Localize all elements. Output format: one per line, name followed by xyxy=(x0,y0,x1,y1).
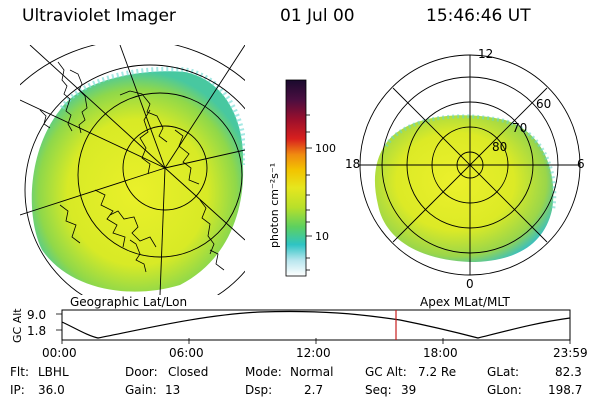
timeline-xtick-2359: 23:59 xyxy=(553,346,588,360)
altitude-timeline xyxy=(56,309,571,344)
colorbar-tick-10: 10 xyxy=(315,230,329,243)
auroral-oval xyxy=(374,115,554,262)
timeline-xtick-0600: 06:00 xyxy=(169,346,204,360)
geographic-map xyxy=(20,45,245,295)
timeline-xtick-1200: 12:00 xyxy=(296,346,331,360)
status-flt-value: LBHL xyxy=(38,365,69,379)
mlt-label-0: 0 xyxy=(466,277,474,291)
lat-label-70: 70 xyxy=(512,121,528,135)
status-flt-label: Flt: xyxy=(10,365,29,379)
coastlines xyxy=(39,61,225,273)
lat-label-60: 60 xyxy=(536,97,552,111)
status-glon-value: 198.7 xyxy=(548,383,583,397)
status-gcalt-label: GC Alt: xyxy=(365,365,407,379)
status-gain-label: Gain: xyxy=(125,383,157,397)
status-mode-label: Mode: xyxy=(245,365,282,379)
status-gcalt-value: 7.2 Re xyxy=(418,365,457,379)
lat-label-80: 80 xyxy=(492,140,508,154)
status-door-label: Door: xyxy=(125,365,158,379)
status-glat-value: 82.3 xyxy=(555,365,582,379)
mlt-label-12: 12 xyxy=(478,47,494,61)
status-ip-label: IP: xyxy=(10,383,25,397)
status-glon-label: GLon: xyxy=(487,383,522,397)
status-glat-label: GLat: xyxy=(487,365,520,379)
status-door-value: Closed xyxy=(168,365,209,379)
time-readout: 15:46:46 UT xyxy=(426,6,531,26)
left-map-caption: Geographic Lat/Lon xyxy=(70,295,188,309)
timeline-xtick-0000: 00:00 xyxy=(42,346,77,360)
timeline-ylabel: GC Alt xyxy=(11,308,24,343)
date-readout: 01 Jul 00 xyxy=(280,6,355,26)
status-gain-value: 13 xyxy=(165,383,181,397)
app-title: Ultraviolet Imager xyxy=(22,6,176,26)
status-dsp-label: Dsp: xyxy=(245,383,273,397)
polar-map xyxy=(359,54,581,276)
mlt-label-6: 6 xyxy=(577,157,585,171)
timeline-xtick-1800: 18:00 xyxy=(423,346,458,360)
mlt-label-18: 18 xyxy=(345,157,361,171)
timeline-ytick-1-8: 1.8 xyxy=(27,324,47,338)
status-dsp-value: 2.7 xyxy=(304,383,324,397)
colorbar-unit-label: photon cm⁻²s⁻¹ xyxy=(268,162,281,248)
status-ip-value: 36.0 xyxy=(38,383,65,397)
colorbar xyxy=(285,79,312,277)
auroral-emission-left xyxy=(31,71,244,292)
colorbar-tick-100: 100 xyxy=(315,142,336,155)
status-seq-label: Seq: xyxy=(365,383,392,397)
status-mode-value: Normal xyxy=(290,365,334,379)
timeline-ytick-9: 9.0 xyxy=(27,308,47,322)
right-map-caption: Apex MLat/MLT xyxy=(420,295,510,309)
status-seq-value: 39 xyxy=(401,383,417,397)
